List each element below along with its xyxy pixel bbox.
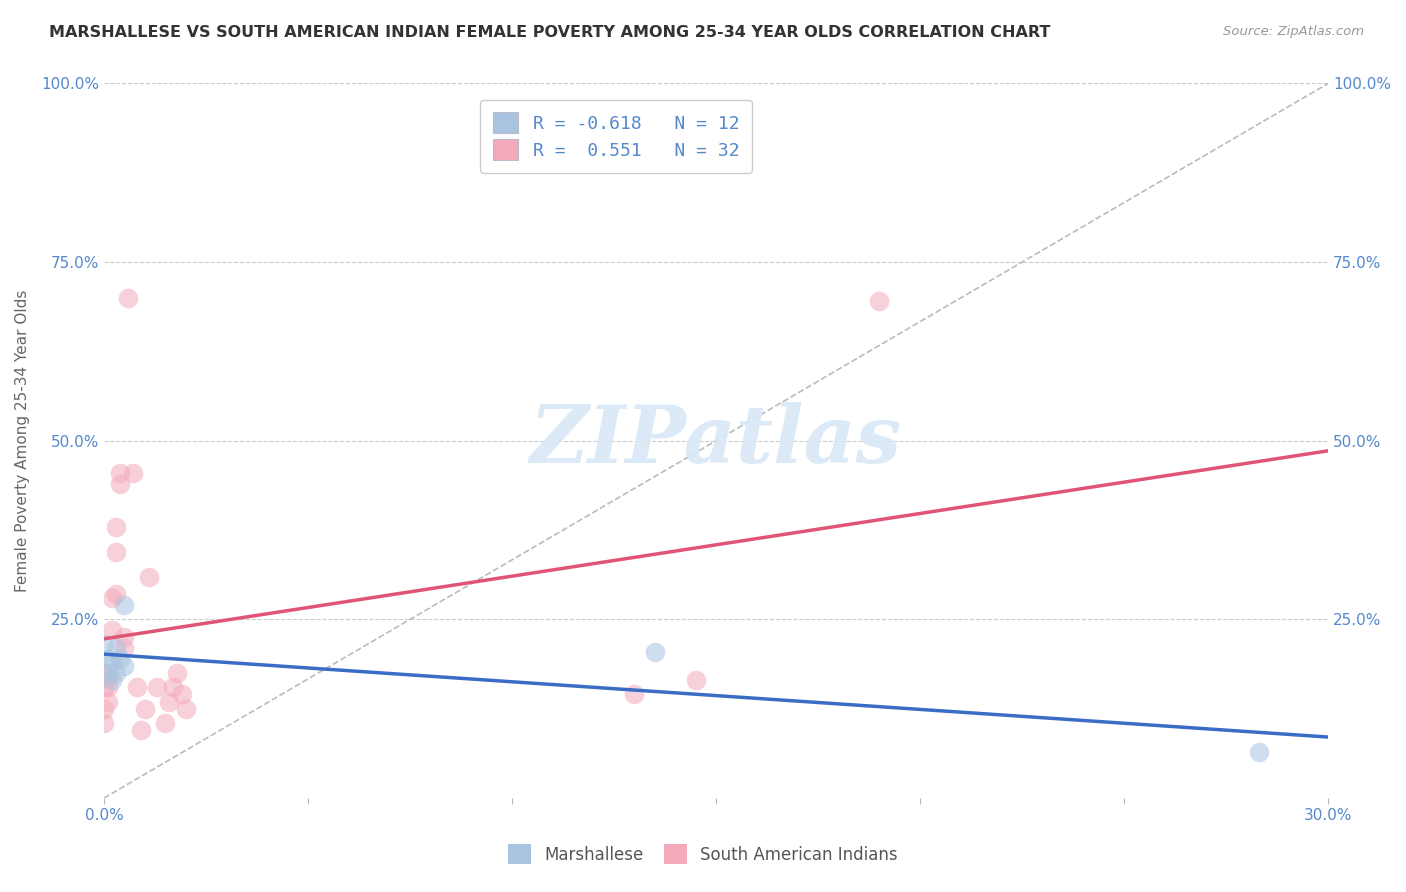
Point [93, 702, 115, 716]
Point [868, 294, 890, 309]
Point [125, 681, 148, 695]
Point [110, 651, 132, 665]
Point [112, 640, 135, 655]
Point [112, 630, 135, 644]
Point [105, 587, 128, 601]
Point [129, 723, 152, 738]
Point [101, 673, 124, 688]
Legend: Marshallese, South American Indians: Marshallese, South American Indians [501, 838, 905, 871]
Point [97, 665, 120, 680]
Point [97, 669, 120, 683]
Point [121, 466, 143, 480]
Point [162, 681, 184, 695]
Point [101, 623, 124, 637]
Text: Source: ZipAtlas.com: Source: ZipAtlas.com [1223, 25, 1364, 38]
Point [93, 681, 115, 695]
Point [112, 658, 135, 673]
Text: MARSHALLESE VS SOUTH AMERICAN INDIAN FEMALE POVERTY AMONG 25-34 YEAR OLDS CORREL: MARSHALLESE VS SOUTH AMERICAN INDIAN FEM… [49, 25, 1050, 40]
Point [153, 716, 176, 731]
Point [105, 519, 128, 533]
Point [644, 644, 666, 658]
Point [1247, 745, 1270, 759]
Point [685, 673, 707, 688]
Point [93, 665, 115, 680]
Point [157, 695, 180, 709]
Point [105, 665, 128, 680]
Point [146, 681, 169, 695]
Point [105, 544, 128, 558]
Point [623, 688, 645, 702]
Point [166, 665, 188, 680]
Y-axis label: Female Poverty Among 25-34 Year Olds: Female Poverty Among 25-34 Year Olds [15, 290, 30, 592]
Point [138, 569, 160, 583]
Point [134, 702, 156, 716]
Point [97, 695, 120, 709]
Legend: R = -0.618   N = 12, R =  0.551   N = 32: R = -0.618 N = 12, R = 0.551 N = 32 [481, 100, 752, 173]
Point [112, 598, 135, 612]
Point [110, 476, 132, 491]
Point [105, 640, 128, 655]
Point [97, 681, 120, 695]
Point [110, 466, 132, 480]
Point [101, 655, 124, 669]
Point [170, 688, 193, 702]
Point [93, 637, 115, 651]
Point [101, 591, 124, 605]
Point [117, 291, 139, 305]
Point [174, 702, 197, 716]
Text: ZIPatlas: ZIPatlas [530, 402, 903, 480]
Point [93, 716, 115, 731]
Point [97, 651, 120, 665]
